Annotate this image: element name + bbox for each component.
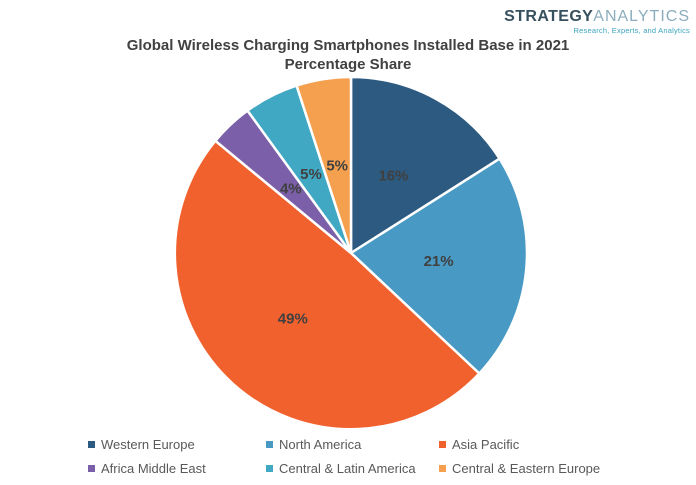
legend-swatch-icon [88, 440, 95, 448]
logo-brand-primary: STRATEGY [504, 8, 594, 25]
brand-logo: STRATEGYANALYTICS Research, Experts, and… [504, 9, 690, 35]
page-title: Global Wireless Charging Smartphones Ins… [0, 36, 696, 74]
legend-item-africa-middle-east: Africa Middle East [88, 461, 266, 476]
legend-label: Africa Middle East [101, 460, 206, 476]
legend-item-western-europe: Western Europe [88, 437, 266, 452]
legend-row: Western Europe North America Asia Pacific [88, 432, 600, 456]
pie-value-label-western-europe: 16% [378, 167, 408, 184]
logo-tagline: Research, Experts, and Analytics [573, 26, 690, 35]
legend-item-north-america: North America [266, 437, 439, 452]
legend-label: Western Europe [101, 436, 195, 452]
pie-value-label-north-america: 21% [424, 253, 454, 270]
legend-label: Central & Eastern Europe [452, 460, 601, 476]
legend-swatch-icon [88, 464, 95, 472]
legend-label: Asia Pacific [452, 436, 520, 452]
legend-label: North America [279, 436, 362, 452]
chart-title-line-2: Percentage Share [284, 56, 412, 73]
legend-swatch-icon [266, 464, 273, 472]
chart-legend: Western Europe North America Asia Pacific A… [88, 432, 600, 480]
legend-label: Central & Latin America [279, 460, 416, 476]
pie-value-label-central-eastern-europe: 5% [326, 158, 348, 175]
brand-logo-text: STRATEGYANALYTICS [504, 9, 690, 25]
pie-slice-north-america [349, 157, 529, 375]
legend-item-central-eastern-europe: Central & Eastern Europe [439, 461, 600, 476]
chart-title-line-1: Global Wireless Charging Smartphones Ins… [126, 37, 570, 54]
legend-item-asia-pacific: Asia Pacific [439, 437, 519, 452]
pie-slice-asia-pacific [173, 139, 481, 431]
pie-slice-western-europe [349, 75, 501, 255]
legend-swatch-icon [439, 440, 446, 448]
pie-value-label-asia-pacific: 49% [278, 311, 308, 328]
legend-row: Africa Middle East Central & Latin Americ… [88, 456, 600, 480]
legend-swatch-icon [266, 440, 273, 448]
legend-item-central-latin-america: Central & Latin America [266, 461, 439, 476]
pie-value-label-africa-middle-east: 4% [280, 180, 302, 197]
legend-swatch-icon [439, 464, 446, 472]
pie-slice-central-eastern-europe [295, 75, 353, 255]
pie-value-label-central-latin-america: 5% [300, 166, 322, 183]
logo-brand-secondary: ANALYTICS [593, 8, 690, 25]
